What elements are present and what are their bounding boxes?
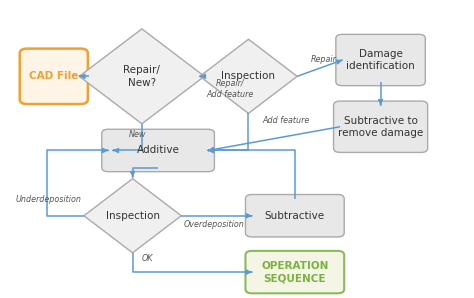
- Text: OPERATION
SEQUENCE: OPERATION SEQUENCE: [261, 261, 328, 283]
- Text: Subtractive to
remove damage: Subtractive to remove damage: [338, 116, 423, 138]
- Polygon shape: [79, 29, 204, 124]
- Text: Repair/
Add feature: Repair/ Add feature: [206, 79, 254, 99]
- FancyBboxPatch shape: [336, 34, 425, 86]
- FancyBboxPatch shape: [334, 101, 428, 152]
- Text: CAD File: CAD File: [29, 71, 79, 81]
- FancyBboxPatch shape: [20, 49, 88, 104]
- Text: Overdeposition: Overdeposition: [183, 220, 245, 229]
- Text: Inspection: Inspection: [106, 211, 160, 221]
- Text: New: New: [128, 130, 146, 139]
- FancyBboxPatch shape: [246, 251, 344, 293]
- Text: Inspection: Inspection: [221, 71, 275, 81]
- FancyBboxPatch shape: [102, 129, 214, 172]
- Text: Repair/
New?: Repair/ New?: [123, 65, 160, 88]
- Text: Underdeposition: Underdeposition: [16, 195, 82, 204]
- Text: Additive: Additive: [137, 145, 180, 156]
- Text: Damage
identification: Damage identification: [346, 49, 415, 71]
- Text: Subtractive: Subtractive: [265, 211, 325, 221]
- Text: OK: OK: [142, 254, 154, 263]
- FancyBboxPatch shape: [246, 195, 344, 237]
- Text: Repair: Repair: [311, 55, 337, 64]
- Polygon shape: [84, 179, 181, 253]
- Polygon shape: [200, 39, 297, 114]
- Text: Add feature: Add feature: [263, 117, 310, 125]
